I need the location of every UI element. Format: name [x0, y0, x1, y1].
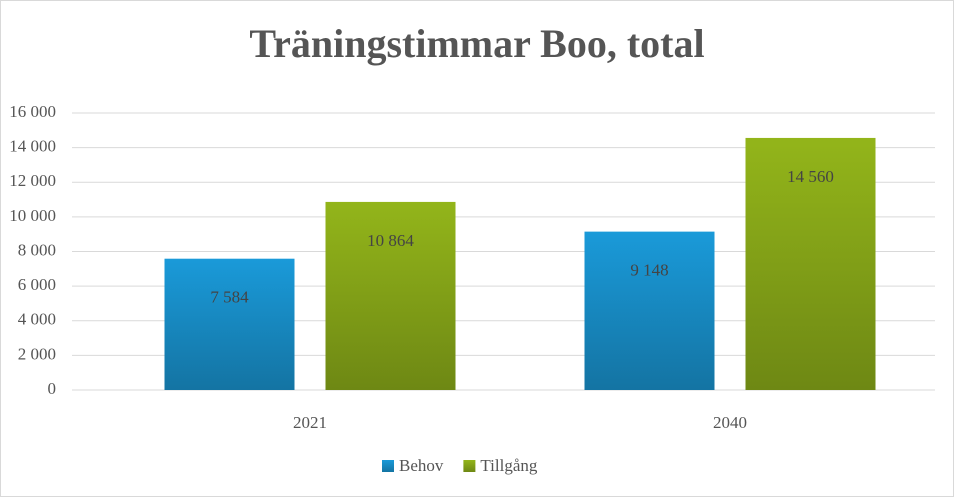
y-tick-label: 2 000 [18, 344, 56, 363]
data-label: 10 864 [367, 231, 414, 250]
bar [745, 137, 876, 390]
y-tick-label: 0 [48, 379, 57, 398]
data-label: 7 584 [210, 288, 249, 307]
chart-title: Träningstimmar Boo, total [249, 21, 704, 66]
bar [584, 231, 715, 390]
legend-label: Tillgång [480, 456, 538, 475]
y-tick-label: 12 000 [9, 171, 56, 190]
legend-swatch [463, 460, 476, 472]
y-tick-label: 8 000 [18, 240, 56, 259]
legend-swatch [382, 460, 394, 472]
data-label: 9 148 [630, 261, 668, 280]
legend-label: Behov [399, 456, 444, 475]
bar [325, 201, 456, 390]
y-tick-label: 16 000 [9, 102, 56, 121]
x-tick-label: 2021 [293, 413, 327, 432]
y-tick-label: 10 000 [9, 206, 56, 225]
x-tick-label: 2040 [713, 413, 747, 432]
y-tick-label: 14 000 [9, 137, 56, 156]
y-tick-label: 6 000 [18, 275, 56, 294]
bar [164, 258, 295, 390]
data-label: 14 560 [787, 167, 834, 186]
y-tick-label: 4 000 [18, 310, 56, 329]
